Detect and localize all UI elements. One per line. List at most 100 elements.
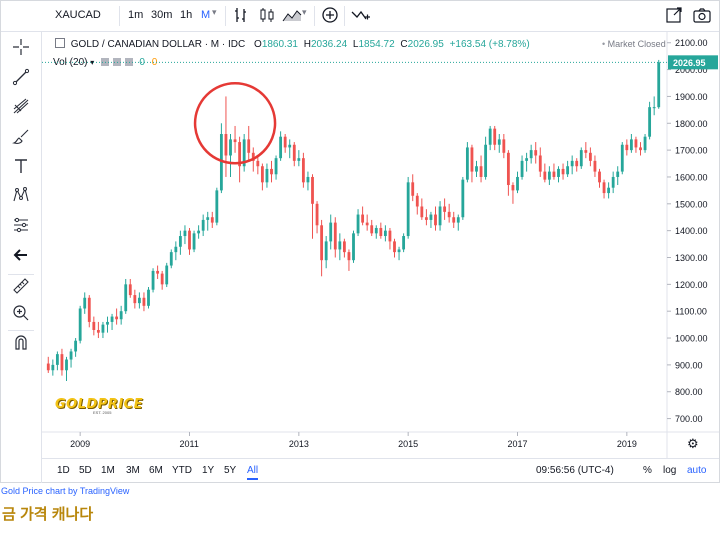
indicators-icon[interactable] [351,6,371,27]
price-tick-label: 1000.00 [675,334,708,344]
candle-body [352,233,355,261]
candle-body [475,166,478,172]
candle-body [74,340,78,352]
candle-body [411,182,415,196]
candle-body [192,233,196,250]
area-style-icon[interactable] [282,6,302,27]
price-chart[interactable]: 2100.00 2000.00 1900.00 1800.00 1700.00 1600.… [42,32,719,458]
price-tick-label: 1700.00 [675,146,708,156]
symbol-search-button[interactable]: XAUCAD [55,9,101,21]
style-dropdown-icon[interactable]: ▾ [302,7,307,17]
candle-body [493,128,497,145]
candle-body [365,222,369,226]
interval-month-button[interactable]: M [201,9,211,21]
candle-body [51,364,55,371]
range-all-button[interactable]: All [247,465,259,480]
volume-dropdown-icon[interactable]: ▾ [90,58,95,67]
candle-body [639,147,642,151]
candle-body [506,152,510,186]
range-5d-button[interactable]: 5D [79,465,92,476]
pitchfork-icon[interactable] [10,95,32,117]
range-6m-button[interactable]: 6M [149,465,163,476]
candle-body [137,297,141,304]
legend-collapse-icon[interactable] [55,38,65,48]
candle-body [625,144,629,151]
volume-value: 0 [139,57,145,68]
interval-dropdown-icon[interactable]: ▾ [212,7,217,17]
brush-icon[interactable] [10,125,32,147]
chart-settings-icon[interactable]: ⚙ [687,437,699,452]
candle-body [160,273,164,285]
candle-body [456,217,460,223]
camera-snapshot-icon[interactable] [693,6,711,27]
candle-body [393,241,396,253]
range-1m-button[interactable]: 1M [101,465,115,476]
chart-widget: XAUCAD 1m 30m 1h M ▾ ▾ [0,0,720,483]
text-tool-icon[interactable] [10,155,32,177]
range-1y-button[interactable]: 1Y [202,465,215,476]
candle-body [566,166,570,175]
candle-body [224,134,228,156]
pattern-tool-icon[interactable] [10,184,32,206]
range-5y-button[interactable]: 5Y [224,465,237,476]
candle-body [342,241,346,253]
candle-body [301,158,305,183]
candle-body [283,136,287,148]
candle-body [279,136,283,159]
caption-title: 금 가격 캐나다 [2,506,94,523]
log-scale-toggle[interactable]: log [663,465,677,476]
candle-body [156,270,160,274]
candle-body [593,160,597,172]
candle-body [374,227,378,234]
candle-body [602,182,606,194]
candle-body [60,354,64,371]
auto-scale-toggle[interactable]: auto [687,465,707,476]
price-tick-label: 1800.00 [675,119,708,129]
range-ytd-button[interactable]: YTD [172,465,192,476]
low-label: L [352,39,359,50]
high-value: 2036.24 [310,39,348,50]
candle-body [502,139,506,153]
candle-body [274,158,278,175]
candle-body [133,295,137,304]
range-3m-button[interactable]: 3M [126,465,140,476]
candle-body [379,227,383,237]
candle-body [388,230,392,242]
interval-1m-button[interactable]: 1m [128,9,144,21]
candle-body [251,152,255,161]
bars-style-icon[interactable] [233,6,251,27]
volume-remove-icon[interactable] [124,58,133,66]
ruler-icon[interactable] [8,274,34,297]
back-arrow-icon[interactable] [10,244,32,266]
price-tick-label: 900.00 [675,360,703,370]
time-tick-label: 2011 [180,439,199,449]
compare-add-icon[interactable] [321,6,339,27]
forecast-tool-icon[interactable] [10,214,32,236]
candle-body [311,176,314,204]
zoom-in-icon[interactable] [10,302,32,324]
magnet-icon[interactable] [8,330,34,353]
interval-30m-button[interactable]: 30m [151,9,173,21]
candles-style-icon[interactable] [258,6,276,27]
tradingview-credit-link[interactable]: Gold Price chart by TradingView [1,486,130,496]
interval-1h-button[interactable]: 1h [180,9,193,21]
volume-label[interactable]: Vol (20) [53,57,88,68]
volume-settings-icon[interactable] [112,58,121,66]
candle-body [588,152,592,161]
trend-line-icon[interactable] [10,66,32,88]
range-1d-button[interactable]: 1D [57,465,70,476]
candle-body [92,321,96,330]
fullscreen-icon[interactable] [665,6,683,27]
open-value: 1860.31 [261,39,298,50]
candle-body [402,236,406,250]
candle-body [356,214,360,234]
candle-body [151,270,155,290]
candle-body [397,249,401,253]
clock-timezone[interactable]: 09:56:56 (UTC-4) [536,465,614,476]
price-tick-label: 800.00 [675,387,703,397]
candle-body [361,214,365,223]
percent-scale-toggle[interactable]: % [643,465,652,476]
crosshair-icon[interactable] [10,36,32,58]
candle-body [443,206,447,212]
candle-body [210,217,214,223]
